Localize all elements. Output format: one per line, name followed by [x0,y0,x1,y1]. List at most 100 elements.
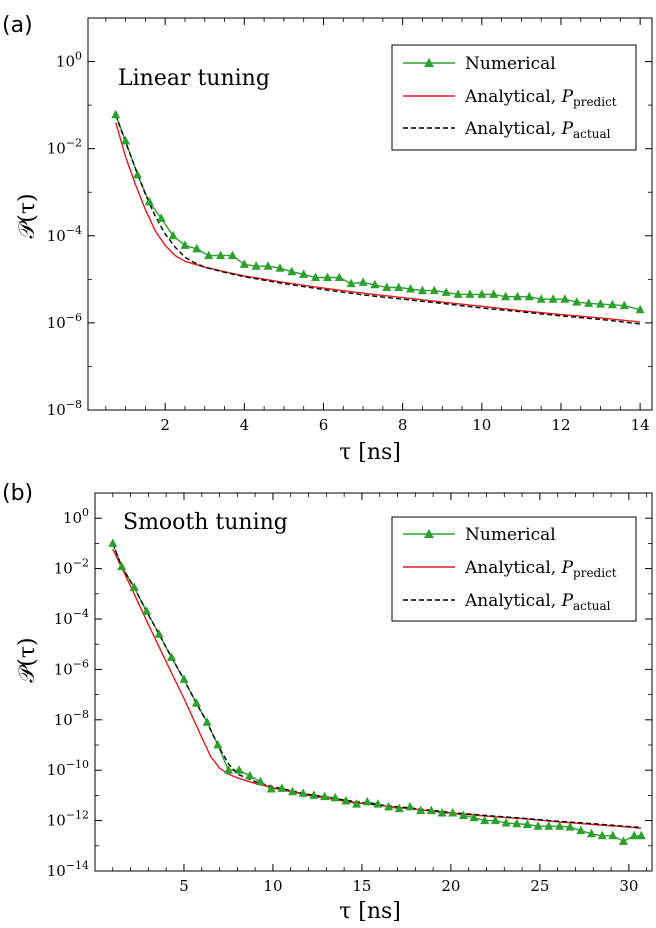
panel-b-series-numerical-point [512,818,522,828]
panel-b-series-numerical-point [288,786,297,796]
panel-b-series-numerical-point [544,821,554,830]
panel-a-y-tick-label: 10−2 [47,137,82,158]
panel-b-series-numerical-point [234,765,244,774]
panel-b-axes-frame [94,492,653,872]
panel-a-series-numerical-point [346,278,356,288]
panel-b-series-numerical-point [587,828,596,838]
panel-b-series-numerical-point [448,808,458,817]
panel-b-series-numerical-point [117,561,127,571]
panel-a-series-numerical-point [111,109,121,119]
panel-b-series-numerical-point [416,805,426,815]
panel-a-series-numerical-point [406,284,416,293]
panel-b-series-numerical-point [179,674,189,683]
panel-a-plot: 2 4 6 8 10 12 14 10−8 10−6 10−4 10−2 100 [47,17,653,434]
panel-b-series-numerical-point [341,796,351,805]
panel-b-series-numerical-point [384,801,394,811]
panel-a-series-numerical-point [251,261,261,270]
panel-a-series-numerical-point [501,291,511,301]
panel-a-series-numerical-point [156,213,166,222]
panel-b-series-numerical-point [490,815,500,825]
panel-a-series-numerical-point [239,259,249,268]
panel-b-y-tick-label: 10−12 [47,809,89,830]
panel-a: (a) 2 4 6 8 10 12 14 10−8 10−6 10−4 10−2 100 Linear… [2,13,653,465]
panel-b-series-numerical-point [597,830,607,840]
panel-b-series-numerical-point [142,606,152,615]
panel-b-plot: 5 10 15 20 25 30 10−14 10−12 10−10 10−8 10−6 10−4 10… [47,492,653,895]
panel-a-series-numerical-point [121,136,131,145]
panel-a-series-numerical-point [584,298,594,307]
panel-b-series-numerical-point [469,812,479,822]
panel-a-x-axis-label: τ [ns] [339,440,401,465]
panel-a-x-tick-label: 10 [472,416,491,434]
panel-a-x-tick-label: 8 [398,416,408,434]
panel-b-x-tick-label: 30 [619,877,638,895]
panel-a-series-numerical-point [311,272,321,281]
panel-a-legend-actual-label: Analytical, Pactual [464,119,611,141]
panel-a-series-numerical-point [477,289,487,298]
panel-a-series-numerical-point [429,285,439,295]
panel-a-series-numerical-point [512,291,522,301]
panel-a-series-numerical-point [441,287,451,296]
panel-a-series-numerical-point [133,169,142,179]
panel-a-series-numerical-point [619,300,629,310]
panel-b-series-numerical-point [522,819,532,828]
panel-a-legend-numerical-marker [424,58,434,67]
panel-a-y-axis-label: 𝒫(τ) [15,193,40,238]
panel-b-series-numerical-point [576,825,586,835]
panel-a-axes-frame [87,17,653,411]
panel-a-series-numerical-point [370,279,380,289]
panel-b-series-numerical-point [108,538,118,547]
panel-b-y-tick-label: 10−8 [54,708,89,729]
panel-b-series-numerical-point [533,821,543,830]
panel-b-series-numerical-point [213,740,223,749]
panel-a-series-numerical-point [323,272,332,281]
panel-a-x-tick-label: 4 [240,416,250,434]
panel-b-series-numerical-point [405,801,415,811]
panel-b-series-numerical-point [501,818,511,827]
panel-b-series-numerical-point [565,822,575,831]
panel-b-series-numerical-point [480,815,490,825]
panel-a-title: Linear tuning [118,66,270,91]
panel-b-title: Smooth tuning [123,510,288,535]
panel-a-x-tick-label: 12 [551,416,570,434]
panel-a-legend: Numerical Analytical, Ppredict Analytica… [391,44,637,151]
panel-a-series-numerical-point [548,294,558,303]
panel-b-series-numerical-point [129,582,139,591]
panel-a-series-numerical-point [524,291,534,301]
panel-a-y-tick-label: 10−6 [47,311,82,332]
panel-a-y-tick-label: 10−8 [47,398,82,419]
panel-b-series-numerical-point [619,836,628,845]
panel-a-series-numerical-point [607,299,617,309]
panel-a-legend-predict-label: Analytical, Ppredict [464,87,617,109]
panel-a-legend-numerical-label: Numerical [465,54,556,74]
panel-a-series-numerical-point [180,240,190,249]
panel-a-series-numerical-point [453,289,463,298]
panel-a-series-numerical-point [572,297,582,306]
panel-b-legend-actual-label: Analytical, Pactual [464,591,611,613]
panel-b-series-numerical-point [629,830,639,840]
panel-b-y-tick-label: 10−4 [54,607,89,628]
panel-a-series-predict-line [115,122,641,323]
panel-b-series-numerical-point [167,652,176,661]
panel-a-y-tick-label: 10−4 [47,224,82,245]
panel-b-series-numerical-point [394,803,404,813]
panel-b-series-numerical-point [426,805,436,815]
panel-b-legend: Numerical Analytical, Ppredict Analytica… [391,516,637,622]
panel-a-series-numerical-point [228,250,237,260]
panel-b-x-tick-label: 5 [179,877,189,895]
panel-a-series-numerical-point [204,250,214,260]
panel-b-series-numerical-point [330,792,340,802]
panel-b-series-numerical-point [636,830,646,840]
panel-b-x-tick-label: 25 [530,877,549,895]
panel-b-series-numerical-point [362,796,372,806]
panel-b-series-numerical-point [154,629,164,638]
panel-b-y-tick-label: 10−2 [54,557,89,578]
panel-b-x-tick-label: 15 [352,877,371,895]
panel-a-series-numerical-point [216,250,226,260]
panel-b: (b) 5 10 15 20 25 30 10−14 10−12 10−10 10−8 10−6 10… [2,481,653,924]
panel-a-series-numerical-point [560,294,570,303]
panel-b-series-numerical-point [191,698,201,707]
panel-b-series-numerical-point [202,717,212,726]
panel-a-x-tick-label: 14 [631,416,650,434]
